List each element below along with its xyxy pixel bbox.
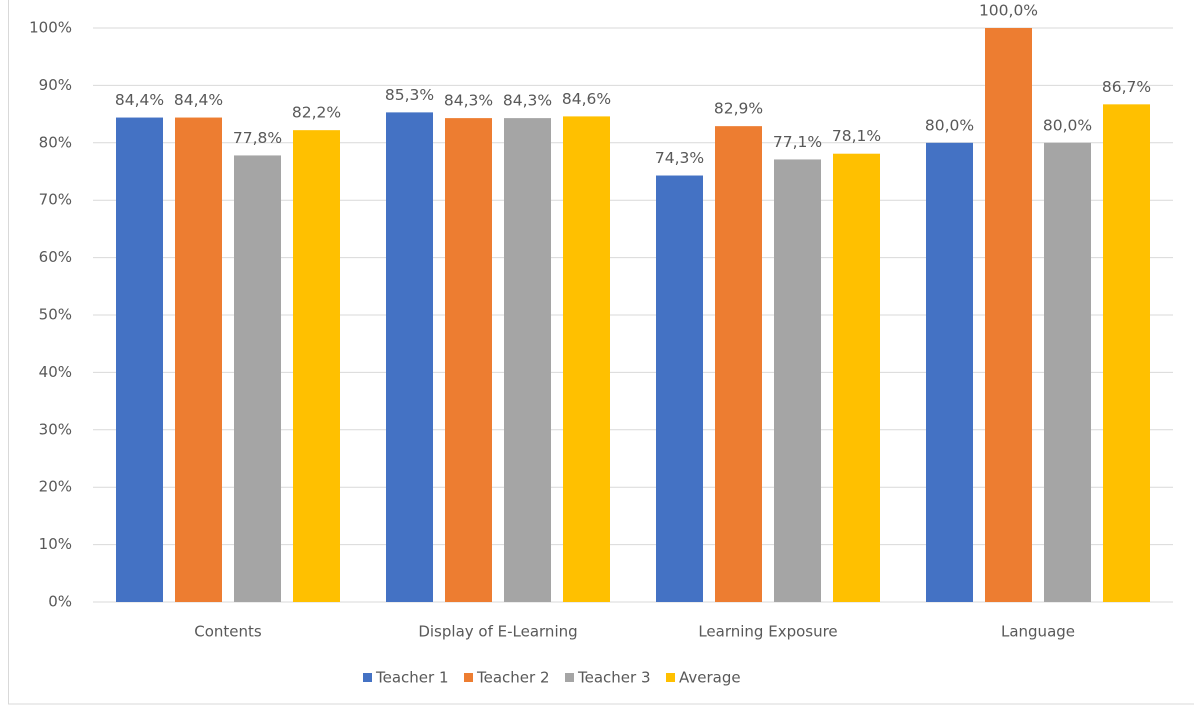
y-tick-label: 20% (39, 478, 72, 496)
bar (1044, 142, 1091, 603)
legend-label: Average (679, 669, 741, 687)
bar (386, 112, 433, 603)
value-label: 84,4% (115, 91, 164, 109)
bar (175, 117, 222, 602)
value-label: 78,1% (832, 127, 881, 145)
bar (715, 126, 762, 603)
legend-label: Teacher 1 (375, 669, 449, 687)
x-tick-label: Contents (194, 623, 262, 641)
bar (774, 159, 821, 603)
legend-swatch (363, 673, 372, 682)
value-label: 84,3% (503, 92, 552, 110)
x-tick-label: Learning Exposure (698, 623, 837, 641)
y-tick-label: 100% (29, 19, 72, 37)
y-tick-label: 10% (39, 535, 72, 553)
value-label: 80,0% (1043, 116, 1092, 134)
value-label: 86,7% (1102, 78, 1151, 96)
value-label: 100,0% (979, 2, 1038, 20)
bar (926, 142, 973, 603)
value-label: 74,3% (655, 149, 704, 167)
value-label: 77,1% (773, 133, 822, 151)
bar (833, 153, 880, 602)
y-tick-label: 90% (39, 76, 72, 94)
value-label: 82,9% (714, 100, 763, 118)
y-tick-label: 0% (48, 593, 72, 611)
y-tick-label: 60% (39, 248, 72, 266)
legend-label: Teacher 2 (476, 669, 550, 687)
bar (1103, 104, 1150, 602)
legend-swatch (464, 673, 473, 682)
y-tick-label: 50% (39, 306, 72, 324)
legend-label: Teacher 3 (577, 669, 651, 687)
bar (293, 130, 340, 602)
bar (563, 116, 610, 603)
bar (656, 175, 703, 602)
y-tick-label: 70% (39, 191, 72, 209)
value-label: 84,6% (562, 90, 611, 108)
bar (234, 155, 281, 603)
x-tick-label: Display of E-Learning (418, 623, 577, 641)
value-label: 82,2% (292, 104, 341, 122)
value-label: 85,3% (385, 86, 434, 104)
bar (445, 118, 492, 603)
y-tick-label: 40% (39, 363, 72, 381)
value-label: 80,0% (925, 116, 974, 134)
value-label: 84,4% (174, 91, 223, 109)
value-label: 77,8% (233, 129, 282, 147)
bar (116, 117, 163, 602)
legend-swatch (565, 673, 574, 682)
x-tick-label: Language (1001, 623, 1075, 641)
value-label: 84,3% (444, 92, 493, 110)
chart-frame (8, 0, 1194, 705)
y-tick-label: 80% (39, 133, 72, 151)
legend-swatch (666, 673, 675, 682)
bar (985, 28, 1032, 602)
bar (504, 118, 551, 603)
y-tick-label: 30% (39, 420, 72, 438)
